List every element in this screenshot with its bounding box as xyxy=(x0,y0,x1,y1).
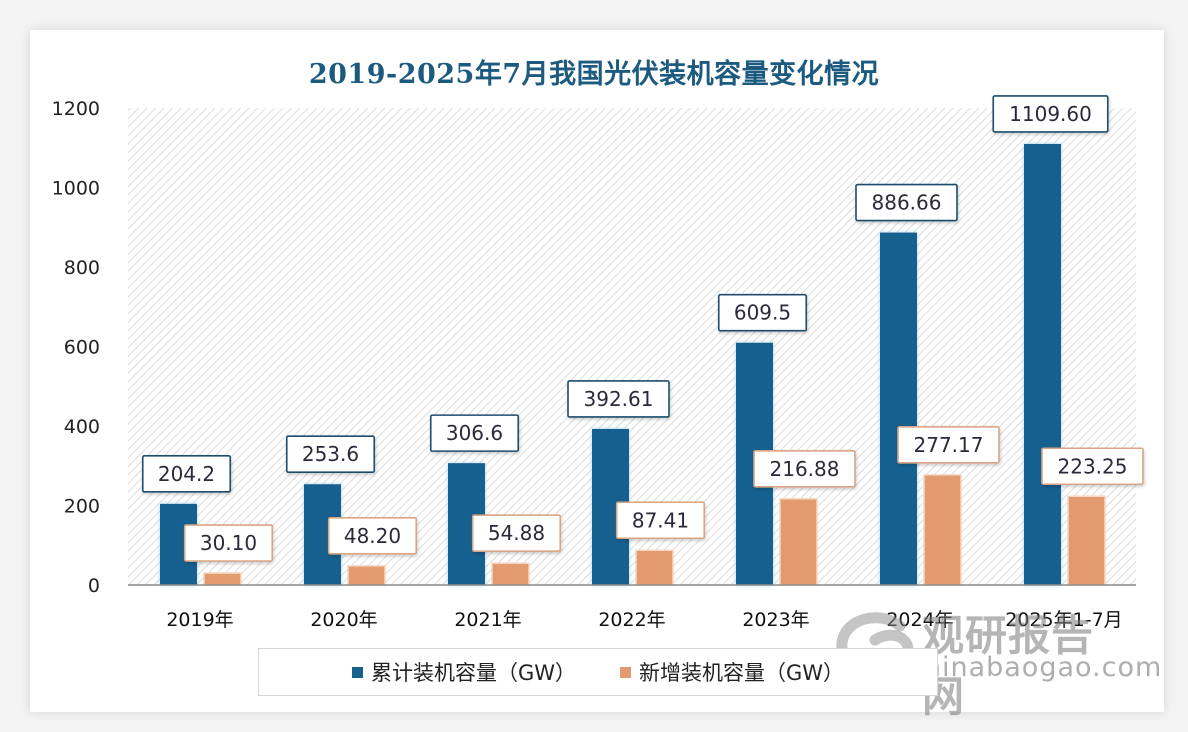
legend: 累计装机容量（GW） 新增装机容量（GW） xyxy=(258,648,938,696)
y-tick-label: 1000 xyxy=(52,178,100,200)
bar-new xyxy=(203,572,242,586)
legend-swatch-cumulative xyxy=(351,666,363,678)
data-label-cumulative: 886.66 xyxy=(855,183,958,222)
bar-cumulative xyxy=(880,232,917,585)
y-tick-label: 0 xyxy=(88,575,100,597)
data-label-box xyxy=(429,414,520,452)
bar-new xyxy=(347,565,386,586)
x-tick-label: 2024年 xyxy=(886,609,953,631)
data-label-text: 48.20 xyxy=(344,524,401,548)
chart-title: 2019-2025年7月我国光伏装机容量变化情况 xyxy=(308,59,880,90)
data-label-new: 277.17 xyxy=(897,426,1000,464)
data-label-new: 223.25 xyxy=(1041,447,1144,486)
x-tick-label: 2021年 xyxy=(454,609,521,631)
legend-item-new: 新增装机容量（GW） xyxy=(620,657,844,687)
data-label-new: 30.10 xyxy=(183,524,274,562)
data-label-cumulative: 609.5 xyxy=(717,293,808,332)
data-label-text: 609.5 xyxy=(734,301,791,325)
data-label-box xyxy=(183,524,274,562)
data-label-box xyxy=(753,449,856,488)
data-label-box xyxy=(567,380,670,418)
data-label-text: 1109.60 xyxy=(1009,102,1092,126)
bar-new xyxy=(923,474,962,586)
data-label-new: 54.88 xyxy=(471,514,562,552)
bar-new xyxy=(635,549,674,586)
data-label-box xyxy=(1041,447,1144,486)
data-label-new: 216.88 xyxy=(753,449,856,488)
data-label-cumulative: 1109.60 xyxy=(992,95,1109,133)
x-axis: 2019年 2020年 2021年 2022年 2023年 2024年 2025年1-7月 xyxy=(166,609,1122,631)
data-label-text: 87.41 xyxy=(632,508,689,532)
legend-item-cumulative: 累计装机容量（GW） xyxy=(351,657,576,687)
data-label-text: 886.66 xyxy=(872,191,942,215)
data-labels: 204.2 30.10 253.6 48.20 306.6 54.88 392.61 87.4… xyxy=(141,95,1144,562)
data-label-cumulative: 306.6 xyxy=(429,414,520,452)
legend-label-cumulative: 累计装机容量（GW） xyxy=(370,661,576,685)
data-label-cumulative: 392.61 xyxy=(567,380,670,418)
data-label-box xyxy=(717,293,808,332)
data-label-text: 223.25 xyxy=(1058,454,1128,478)
x-tick-label: 2025年1-7月 xyxy=(1005,609,1122,631)
y-tick-label: 600 xyxy=(64,337,100,359)
data-label-new: 87.41 xyxy=(615,501,706,540)
data-label-text: 54.88 xyxy=(488,521,545,545)
data-label-text: 216.88 xyxy=(770,457,840,481)
bar-new xyxy=(491,562,530,586)
data-label-box xyxy=(897,426,1000,464)
data-label-text: 253.6 xyxy=(302,442,359,466)
y-tick-label: 200 xyxy=(64,496,100,518)
y-tick-label: 1200 xyxy=(52,98,100,120)
data-label-new: 48.20 xyxy=(327,517,418,555)
data-label-cumulative: 253.6 xyxy=(285,435,376,473)
data-label-text: 30.10 xyxy=(200,531,257,555)
legend-swatch-new xyxy=(620,666,631,678)
data-label-box xyxy=(992,95,1109,133)
y-tick-label: 400 xyxy=(64,416,100,438)
data-label-cumulative: 204.2 xyxy=(141,455,232,493)
y-tick-label: 800 xyxy=(64,257,100,279)
bar-new xyxy=(1067,495,1106,586)
data-label-box xyxy=(285,435,376,473)
legend-label-new: 新增装机容量（GW） xyxy=(639,661,845,685)
data-label-box xyxy=(855,183,958,222)
data-label-box xyxy=(471,514,562,552)
x-tick-label: 2023年 xyxy=(742,609,809,631)
data-label-text: 204.2 xyxy=(158,462,215,486)
data-label-box xyxy=(327,517,418,555)
bar-new xyxy=(779,498,818,586)
data-label-box xyxy=(141,455,232,493)
y-axis: 0 200 400 600 800 1000 1200 xyxy=(52,98,100,597)
x-tick-label: 2020年 xyxy=(310,609,377,631)
data-label-text: 277.17 xyxy=(914,433,984,457)
data-label-text: 306.6 xyxy=(446,421,503,445)
bars xyxy=(160,143,1106,586)
data-label-box xyxy=(615,501,706,540)
x-tick-label: 2022年 xyxy=(598,609,665,631)
x-tick-label: 2019年 xyxy=(166,609,233,631)
data-label-text: 392.61 xyxy=(584,387,654,411)
bar-cumulative xyxy=(1024,143,1061,585)
